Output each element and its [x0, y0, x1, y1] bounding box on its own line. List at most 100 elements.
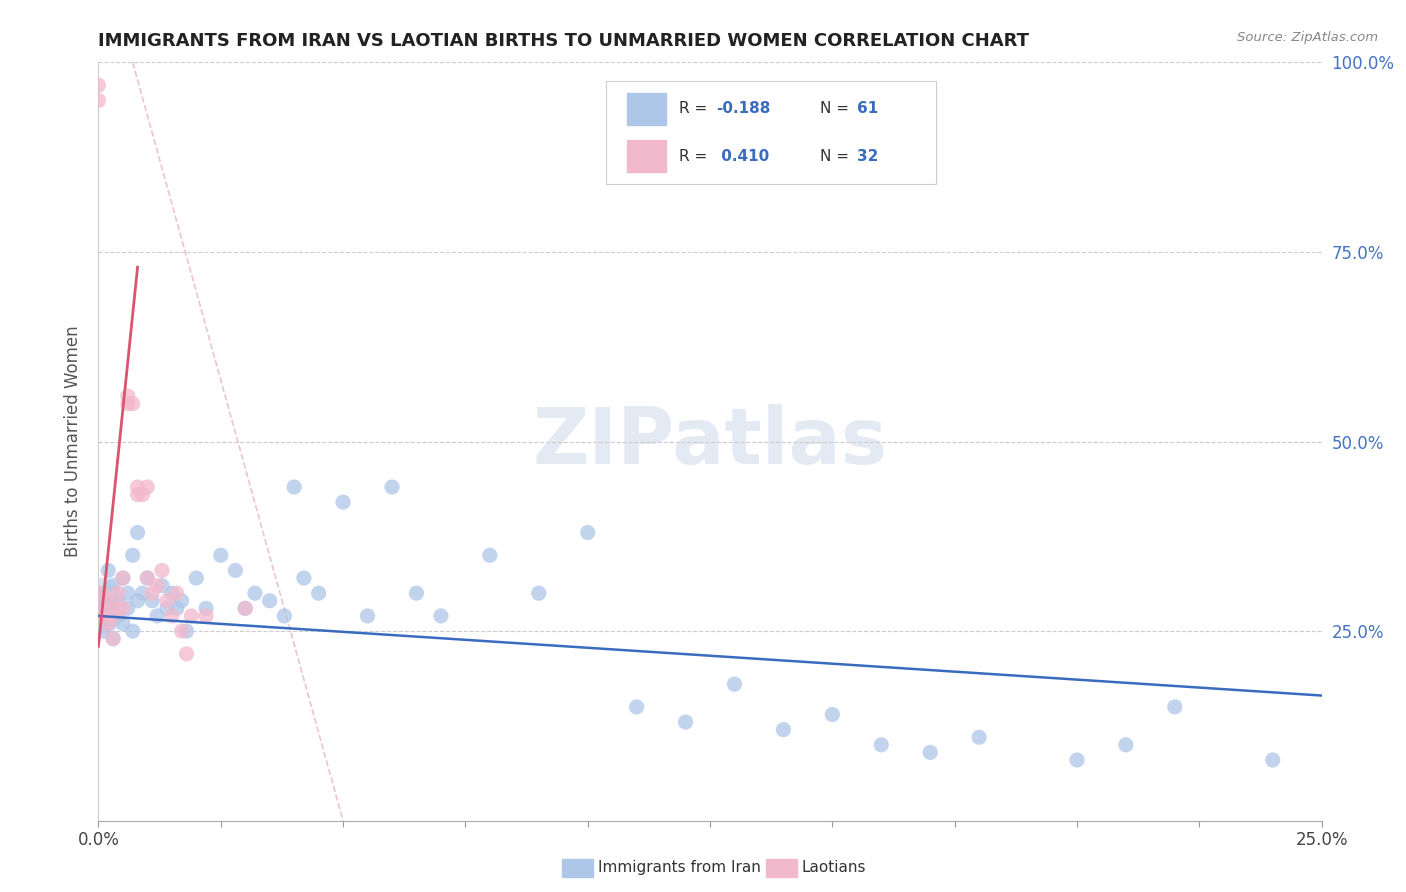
Point — [224, 564, 246, 578]
Point — [131, 586, 153, 600]
Point — [97, 594, 120, 608]
Point — [141, 586, 163, 600]
Text: ZIPatlas: ZIPatlas — [533, 403, 887, 480]
Point — [176, 624, 198, 639]
Point — [91, 608, 114, 623]
Point — [233, 601, 256, 615]
Point — [117, 396, 139, 410]
Point — [156, 601, 179, 615]
Bar — [627, 93, 666, 125]
Point — [91, 601, 114, 615]
Point — [136, 480, 159, 494]
Point — [107, 608, 129, 623]
Point — [146, 608, 169, 623]
Point — [111, 571, 134, 585]
Text: Immigrants from Iran: Immigrants from Iran — [598, 861, 761, 875]
Point — [101, 632, 124, 646]
Point — [91, 624, 114, 639]
Point — [107, 586, 129, 600]
Point — [243, 586, 266, 600]
Text: N =: N = — [820, 102, 853, 116]
Point — [87, 78, 110, 92]
Point — [131, 487, 153, 501]
Point — [233, 601, 256, 615]
Point — [141, 594, 163, 608]
Point — [97, 564, 120, 578]
Point — [166, 601, 188, 615]
Point — [772, 723, 794, 737]
Point — [626, 699, 648, 714]
Point — [117, 586, 139, 600]
Point — [97, 616, 120, 631]
Point — [150, 564, 173, 578]
Text: R =: R = — [679, 102, 713, 116]
Point — [121, 396, 143, 410]
Point — [870, 738, 893, 752]
Point — [91, 586, 114, 600]
Text: -0.188: -0.188 — [716, 102, 770, 116]
Text: IMMIGRANTS FROM IRAN VS LAOTIAN BIRTHS TO UNMARRIED WOMEN CORRELATION CHART: IMMIGRANTS FROM IRAN VS LAOTIAN BIRTHS T… — [98, 32, 1029, 50]
Text: 61: 61 — [856, 102, 879, 116]
Point — [111, 616, 134, 631]
Point — [1066, 753, 1088, 767]
Point — [186, 571, 208, 585]
Point — [107, 594, 129, 608]
Text: Laotians: Laotians — [801, 861, 866, 875]
Point — [283, 480, 305, 494]
Point — [127, 594, 149, 608]
Text: 0.410: 0.410 — [716, 149, 769, 164]
Point — [127, 525, 149, 540]
Point — [308, 586, 330, 600]
Point — [405, 586, 427, 600]
Point — [381, 480, 404, 494]
Point — [209, 548, 232, 563]
Point — [430, 608, 453, 623]
Point — [136, 571, 159, 585]
Point — [527, 586, 550, 600]
Point — [478, 548, 501, 563]
Point — [576, 525, 599, 540]
Point — [91, 601, 114, 615]
Point — [101, 632, 124, 646]
Point — [160, 608, 183, 623]
Text: 32: 32 — [856, 149, 879, 164]
Point — [127, 487, 149, 501]
Text: Source: ZipAtlas.com: Source: ZipAtlas.com — [1237, 31, 1378, 45]
Point — [1261, 753, 1284, 767]
Point — [97, 594, 120, 608]
Point — [170, 594, 193, 608]
Point — [920, 746, 942, 760]
Point — [107, 601, 129, 615]
Point — [121, 548, 143, 563]
Point — [97, 594, 120, 608]
Point — [150, 579, 173, 593]
Text: N =: N = — [820, 149, 853, 164]
Point — [195, 608, 218, 623]
Point — [723, 677, 745, 691]
Point — [675, 715, 697, 730]
Point — [1115, 738, 1137, 752]
Point — [111, 601, 134, 615]
Point — [259, 594, 281, 608]
Point — [166, 586, 188, 600]
Point — [170, 624, 193, 639]
Point — [292, 571, 315, 585]
Point — [121, 624, 143, 639]
Point — [160, 586, 183, 600]
Point — [332, 495, 354, 509]
Point — [1164, 699, 1187, 714]
Point — [101, 579, 124, 593]
Point — [87, 601, 110, 615]
Point — [146, 579, 169, 593]
Point — [91, 586, 114, 600]
Bar — [627, 140, 666, 172]
Point — [91, 586, 114, 600]
Point — [101, 608, 124, 623]
Point — [117, 601, 139, 615]
Point — [136, 571, 159, 585]
Point — [87, 94, 110, 108]
Point — [821, 707, 844, 722]
Point — [97, 616, 120, 631]
Point — [273, 608, 295, 623]
Point — [195, 601, 218, 615]
